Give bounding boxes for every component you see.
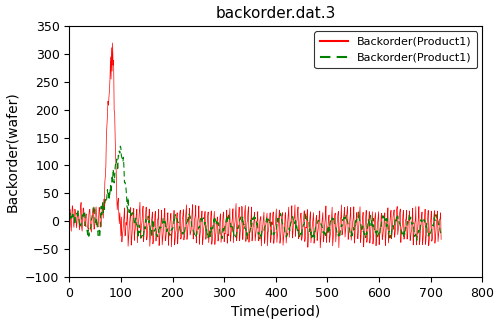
Backorder(Product1) — [312, 236, 318, 240]
Y-axis label: Backorder(wafer): Backorder(wafer) — [6, 91, 20, 212]
X-axis label: Time(period): Time(period) — [231, 306, 320, 319]
Backorder(Product1) — [150, 242, 156, 246]
Backorder(Product1) — [438, 227, 444, 231]
Backorder(Product1) — [414, 239, 420, 242]
Backorder(Product1) — [118, 144, 124, 148]
Title: backorder.dat.3: backorder.dat.3 — [216, 6, 336, 20]
Backorder(Product1) — [74, 226, 80, 230]
Line: Backorder(Product1): Backorder(Product1) — [70, 43, 441, 248]
Backorder(Product1) — [112, 175, 117, 179]
Backorder(Product1) — [312, 236, 318, 240]
Backorder(Product1) — [170, 227, 175, 231]
Backorder(Product1) — [112, 137, 118, 141]
Backorder(Product1) — [110, 41, 116, 45]
Backorder(Product1) — [74, 214, 80, 218]
Line: Backorder(Product1): Backorder(Product1) — [70, 146, 441, 240]
Legend: Backorder(Product1), Backorder(Product1): Backorder(Product1), Backorder(Product1) — [314, 32, 477, 68]
Backorder(Product1) — [170, 228, 175, 232]
Backorder(Product1) — [150, 222, 156, 226]
Backorder(Product1) — [66, 216, 72, 220]
Backorder(Product1) — [317, 246, 323, 250]
Backorder(Product1) — [438, 238, 444, 241]
Backorder(Product1) — [66, 207, 72, 211]
Backorder(Product1) — [300, 216, 306, 220]
Backorder(Product1) — [300, 222, 306, 226]
